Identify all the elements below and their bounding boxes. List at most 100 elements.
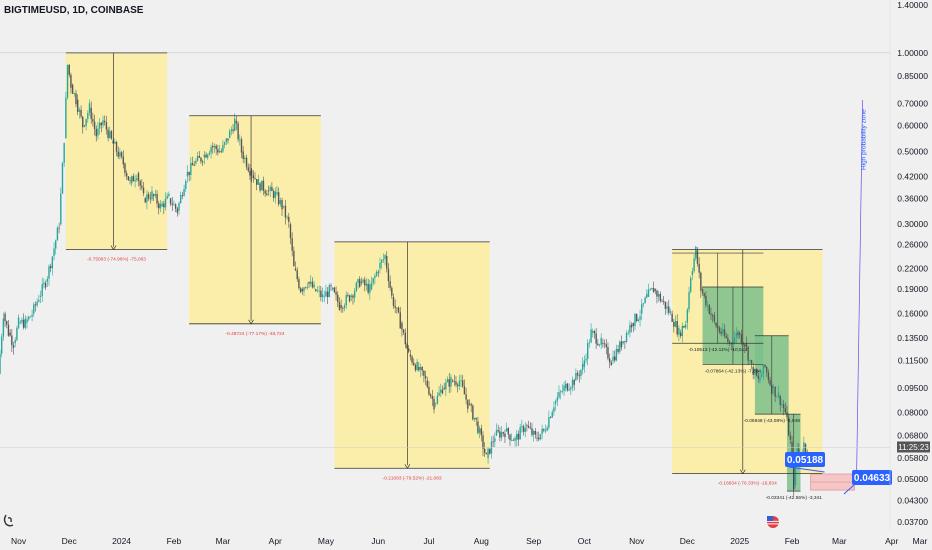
candle-body <box>642 303 645 305</box>
y-tick-label: 0.13500 <box>897 333 928 343</box>
candle-body <box>262 180 265 191</box>
candle-body <box>289 224 292 239</box>
candle-body <box>676 321 678 335</box>
candle-body <box>159 203 162 209</box>
y-tick-label: 0.30000 <box>897 219 928 229</box>
candle-body <box>284 205 287 218</box>
candle-body <box>330 285 332 287</box>
candle-body <box>222 144 224 152</box>
candle-body <box>570 387 572 390</box>
candle-body <box>509 434 511 441</box>
candle-body <box>710 313 712 315</box>
candle-body <box>127 176 130 181</box>
candle-body <box>85 118 87 126</box>
candle-body <box>252 175 255 179</box>
candle-body <box>87 112 89 119</box>
candle-body <box>76 99 79 112</box>
y-tick-label: 1.00000 <box>897 48 928 58</box>
candle-body <box>193 165 195 166</box>
candle-body <box>634 313 636 326</box>
price-callout-2[interactable] <box>852 470 892 485</box>
candle-body <box>191 163 194 166</box>
candle-body <box>374 275 376 279</box>
candle-body <box>71 84 74 94</box>
candle-body <box>706 304 709 306</box>
candle-body <box>266 193 268 196</box>
candle-body <box>647 289 650 297</box>
candle-body <box>337 294 339 303</box>
candle-body <box>343 305 346 309</box>
current-price-badge[interactable] <box>897 441 930 453</box>
candle-body <box>529 427 531 429</box>
candle-body <box>142 187 145 194</box>
candle-body <box>360 281 363 283</box>
candle-body <box>553 407 555 412</box>
candle-body <box>350 295 352 297</box>
candle-body <box>304 287 307 289</box>
candle-body <box>342 307 344 309</box>
candle-body <box>678 327 680 335</box>
candle-body <box>205 154 207 158</box>
candle-body <box>646 293 648 298</box>
candle-body <box>227 138 229 141</box>
price-callout-1-pointer <box>788 466 825 473</box>
candle-body <box>446 379 449 383</box>
candle-body <box>293 250 295 267</box>
candle-body <box>68 64 70 75</box>
candle-body <box>65 97 67 138</box>
candle-body <box>787 417 790 436</box>
candle-body <box>512 439 515 441</box>
candle-body <box>610 362 613 366</box>
candle-body <box>401 322 403 330</box>
x-tick-label: Nov <box>11 536 27 546</box>
price-callout-1[interactable] <box>785 452 825 467</box>
candle-body <box>169 198 172 204</box>
candle-body <box>58 227 60 229</box>
candle-body <box>495 430 498 436</box>
candle-body <box>283 205 285 207</box>
candle-body <box>524 428 526 432</box>
y-tick-label: 0.60000 <box>897 121 928 131</box>
candle-body <box>556 397 559 401</box>
candle-body <box>171 203 173 205</box>
candle-body <box>433 398 435 410</box>
candle-body <box>639 316 641 320</box>
candle-body <box>722 329 724 333</box>
candle-body <box>657 293 660 297</box>
candle-body <box>554 400 557 404</box>
candle-body <box>291 238 293 251</box>
candle-body <box>0 336 3 354</box>
candle-body <box>684 324 687 328</box>
measure-box-2[interactable] <box>189 115 321 324</box>
candle-body <box>277 192 280 205</box>
candle-body <box>460 380 462 382</box>
candle-body <box>380 260 383 263</box>
candle-body <box>185 181 187 189</box>
candle-body <box>603 343 606 345</box>
candle-body <box>671 313 673 322</box>
candle-body <box>718 327 721 332</box>
candle-body <box>755 369 758 376</box>
candle-body <box>63 142 65 164</box>
candle-body <box>348 295 351 302</box>
candle-body <box>473 417 476 420</box>
candle-body <box>551 411 553 418</box>
candle-body <box>573 379 575 385</box>
candle-body <box>494 438 496 442</box>
candle-body <box>754 369 756 375</box>
candle-body <box>497 430 499 432</box>
candle-body <box>428 386 430 395</box>
candle-body <box>641 304 643 314</box>
candle-body <box>747 346 749 361</box>
candle-body <box>168 193 170 196</box>
candle-body <box>668 306 670 313</box>
candle-body <box>61 163 64 194</box>
candle-body <box>301 289 303 292</box>
candle-body <box>73 93 76 95</box>
candle-body <box>105 122 108 130</box>
candle-body <box>136 178 138 180</box>
candle-body <box>141 185 143 188</box>
y-tick-label: 0.03700 <box>897 517 928 527</box>
candle-body <box>651 288 653 290</box>
